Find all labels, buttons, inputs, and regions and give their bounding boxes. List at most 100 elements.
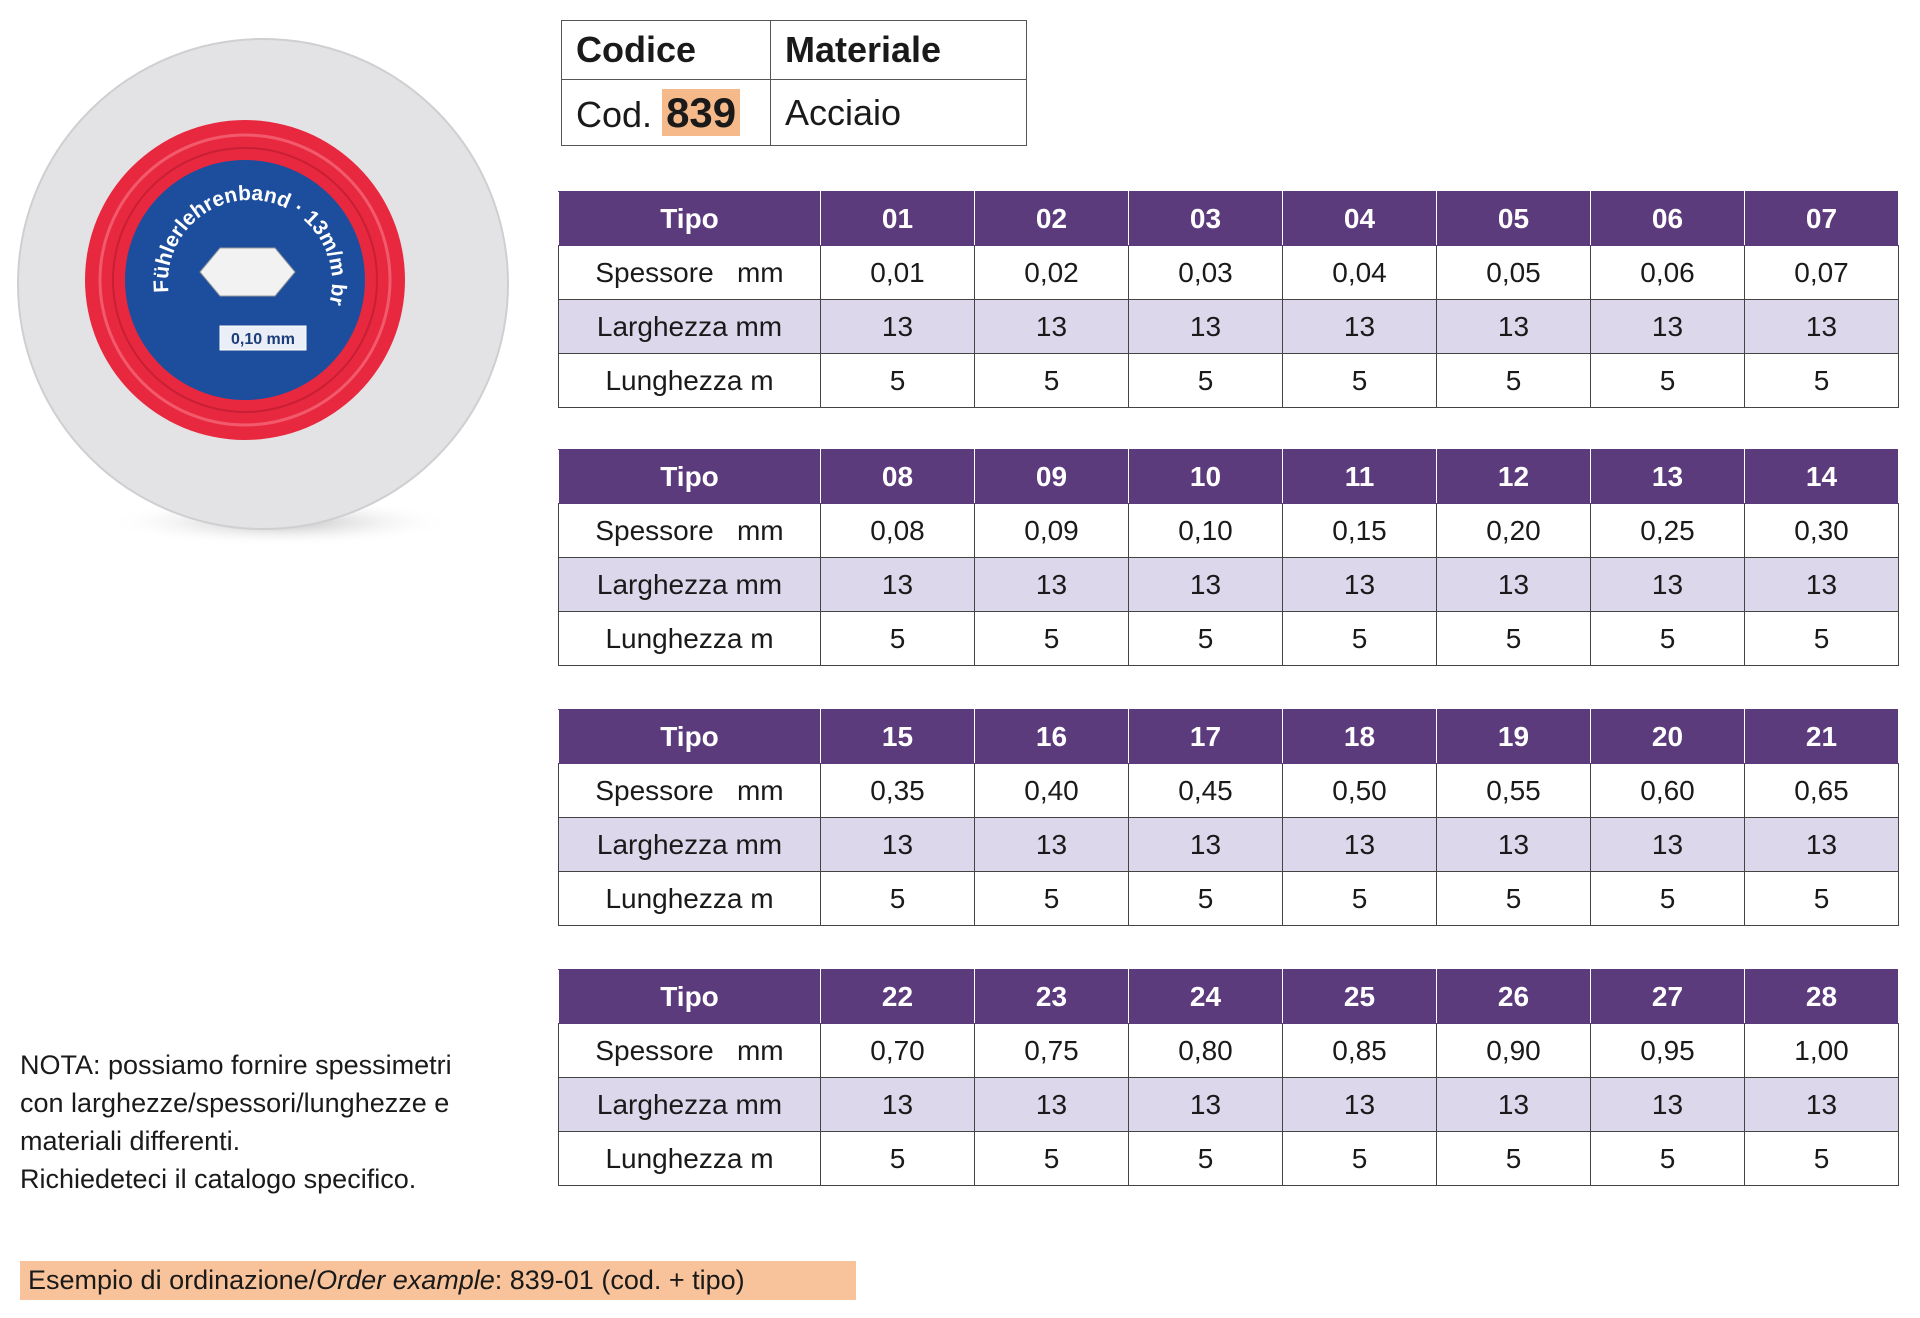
cell: 5 [1128,871,1283,926]
header-row: Tipo 01 02 03 04 05 06 07 [558,191,1899,246]
header-cell: 20 [1590,709,1745,764]
cell: 5 [820,353,975,408]
header-row: Tipo 22 23 24 25 26 27 28 [558,969,1899,1024]
cell: 13 [1282,557,1437,612]
cell: 13 [1744,1077,1899,1132]
cell: 5 [1590,1131,1745,1186]
header-cell: Tipo [558,709,821,764]
header-cell: 12 [1436,449,1591,504]
cell: 13 [1282,817,1437,872]
cell: 0,95 [1590,1023,1745,1078]
note: NOTA: possiamo fornire spessimetri con la… [20,1046,452,1198]
cell: 5 [974,611,1129,666]
cell: 0,25 [1590,503,1745,558]
note-line: NOTA: possiamo fornire spessimetri [20,1050,452,1080]
note-line: con larghezze/spessori/lunghezze e [20,1088,450,1118]
header-cell: Tipo [558,449,821,504]
cell: 5 [1744,611,1899,666]
code-prefix: Cod. [576,93,653,135]
header-cell: 09 [974,449,1129,504]
header-cell: 17 [1128,709,1283,764]
cell: 0,04 [1282,245,1437,300]
reel-label: 0,10 mm [231,331,295,348]
header-cell: 24 [1128,969,1283,1024]
cell: 5 [1282,353,1437,408]
header-cell: 19 [1436,709,1591,764]
header-cell: 02 [974,191,1129,246]
header-row: Tipo 15 16 17 18 19 20 21 [558,709,1899,764]
header-cell: 26 [1436,969,1591,1024]
cell: 5 [1128,611,1283,666]
cell: 13 [820,299,975,354]
cell: 5 [1744,871,1899,926]
header-cell: 23 [974,969,1129,1024]
cell: 13 [974,817,1129,872]
header-cell: 07 [1744,191,1899,246]
row-label: Spessore mm [558,1023,821,1078]
row-label: Lunghezza m [558,611,821,666]
cell: 13 [974,1077,1129,1132]
header-cell: 08 [820,449,975,504]
cell: 5 [1436,871,1591,926]
cell: 13 [820,817,975,872]
header-cell: 14 [1744,449,1899,504]
data-row: Larghezza mm 13 13 13 13 13 13 13 [558,1077,1899,1132]
row-label: Lunghezza m [558,871,821,926]
cell: 5 [1282,611,1437,666]
cell: 5 [1590,871,1745,926]
cell: 13 [1128,817,1283,872]
cell: 13 [1744,299,1899,354]
cell: 0,05 [1436,245,1591,300]
cell: 13 [1128,1077,1283,1132]
cell: 13 [1590,299,1745,354]
header-cell: 11 [1282,449,1437,504]
cell: 0,90 [1436,1023,1591,1078]
spec-table: Tipo 08 09 10 11 12 13 14 Spessore mm 0,08 0,09 0,1… [558,449,1899,666]
cell: 5 [1436,1131,1591,1186]
cell: 0,02 [974,245,1129,300]
data-row: Spessore mm 0,01 0,02 0,03 0,04 0,05 0,06 0,07 [558,245,1899,300]
header-cell: 28 [1744,969,1899,1024]
header-cell: 15 [820,709,975,764]
cell: 5 [1590,611,1745,666]
note-line: Richiedeteci il catalogo specifico. [20,1164,417,1194]
header-cell: 16 [974,709,1129,764]
data-row: Spessore mm 0,08 0,09 0,10 0,15 0,20 0,25 0,30 [558,503,1899,558]
row-label: Spessore mm [558,245,821,300]
cell: 5 [1590,353,1745,408]
cell: 0,07 [1744,245,1899,300]
cell: 5 [1436,353,1591,408]
cell: 5 [1282,1131,1437,1186]
row-label: Larghezza mm [558,299,821,354]
cell: 13 [1282,1077,1437,1132]
note-line: materiali differenti. [20,1126,241,1156]
header-cell: 13 [1590,449,1745,504]
row-label: Larghezza mm [558,1077,821,1132]
data-row: Spessore mm 0,35 0,40 0,45 0,50 0,55 0,60 0,65 [558,763,1899,818]
spec-table: Tipo 15 16 17 18 19 20 21 Spessore mm 0,35 0,40 0,4… [558,709,1899,926]
cell: 0,55 [1436,763,1591,818]
row-label: Lunghezza m [558,1131,821,1186]
cell: 0,70 [820,1023,975,1078]
header-cell: Codice [561,20,771,80]
cell: 13 [974,299,1129,354]
cell: 13 [820,557,975,612]
cell: 13 [1436,817,1591,872]
row-label: Lunghezza m [558,353,821,408]
cell: 5 [1282,871,1437,926]
data-row: Spessore mm 0,70 0,75 0,80 0,85 0,90 0,95 1,00 [558,1023,1899,1078]
cell: 0,35 [820,763,975,818]
cell: 5 [974,353,1129,408]
order-suffix: : 839-01 (cod. + tipo) [494,1265,745,1295]
cell: 5 [1128,1131,1283,1186]
cell: 13 [820,1077,975,1132]
cell: 5 [820,611,975,666]
cell: 0,50 [1282,763,1437,818]
cell: 5 [1744,353,1899,408]
cell: 0,85 [1282,1023,1437,1078]
cell: 13 [1744,557,1899,612]
